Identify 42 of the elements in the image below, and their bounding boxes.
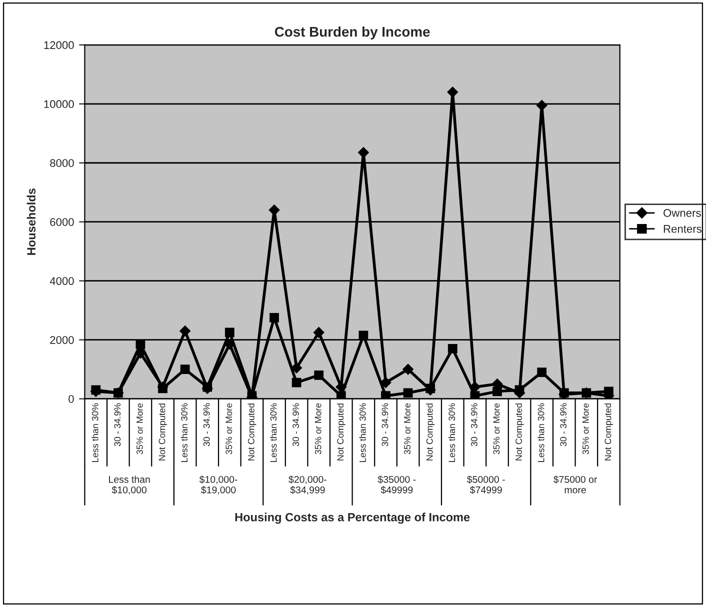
x-tick-label: Not Computed bbox=[158, 404, 167, 460]
x-tick-label: 30 - 34.9% bbox=[470, 403, 478, 446]
x-tick-label: 35% or More bbox=[493, 403, 500, 454]
x-tick-label: 35% or More bbox=[136, 403, 143, 454]
x-tick-label: 30 - 34.9% bbox=[382, 403, 388, 446]
x-axis-title: Housing Costs as a Percentage of Income bbox=[235, 512, 470, 524]
text: Less than $10,000 bbox=[109, 476, 150, 494]
y-tick-label: 8000 bbox=[50, 159, 74, 168]
x-tick-label: 30 - 34.9% bbox=[203, 403, 210, 446]
y-tick-label: 10000 bbox=[44, 100, 74, 108]
x-tick-label: Not Computed bbox=[604, 404, 613, 460]
x-tick-label: 35% or More bbox=[404, 403, 410, 454]
x-tick-label: Less than 30% bbox=[270, 403, 277, 462]
text: $50000 - $74999 bbox=[466, 476, 505, 494]
x-tick-label: Less than 30% bbox=[538, 403, 544, 462]
x-tick-label: Less than 30% bbox=[359, 403, 366, 462]
x-tick-label: Not Computed bbox=[248, 404, 256, 460]
y-tick-label: 2000 bbox=[50, 336, 74, 344]
x-tick-label: 35% or More bbox=[314, 403, 322, 454]
x-tick-label: Less than 30% bbox=[180, 403, 188, 462]
x-tick-label: Less than 30% bbox=[448, 403, 456, 462]
x-tick-label: 35% or More bbox=[582, 403, 589, 454]
legend-label: Renters bbox=[664, 225, 702, 233]
y-tick-label: 6000 bbox=[50, 218, 74, 226]
chart-title: Cost Burden by Income bbox=[274, 26, 430, 40]
x-tick-label: 35% or More bbox=[226, 403, 232, 454]
text: $35000 - $49999 bbox=[378, 476, 416, 494]
y-tick-label: 4000 bbox=[50, 277, 74, 285]
x-tick-label: Less than 30% bbox=[92, 403, 98, 462]
y-tick-label: 12000 bbox=[44, 41, 74, 50]
x-tick-label: 30 - 34.9% bbox=[560, 403, 567, 446]
x-tick-label: Not Computed bbox=[336, 404, 346, 460]
x-tick-label: Not Computed bbox=[426, 404, 435, 460]
x-tick-label: 30 - 34.9% bbox=[292, 403, 299, 446]
y-tick-label: 0 bbox=[68, 395, 74, 403]
y-axis-title: Households bbox=[26, 188, 36, 255]
text: $75000 or more bbox=[553, 476, 598, 494]
x-tick-label: 30 - 34.9% bbox=[114, 403, 121, 446]
text: $20,000- $34,999 bbox=[288, 476, 326, 494]
legend-label: Owners bbox=[664, 209, 701, 217]
x-tick-label: Not Computed bbox=[515, 404, 524, 460]
text: $10,000- $19,000 bbox=[199, 476, 238, 494]
